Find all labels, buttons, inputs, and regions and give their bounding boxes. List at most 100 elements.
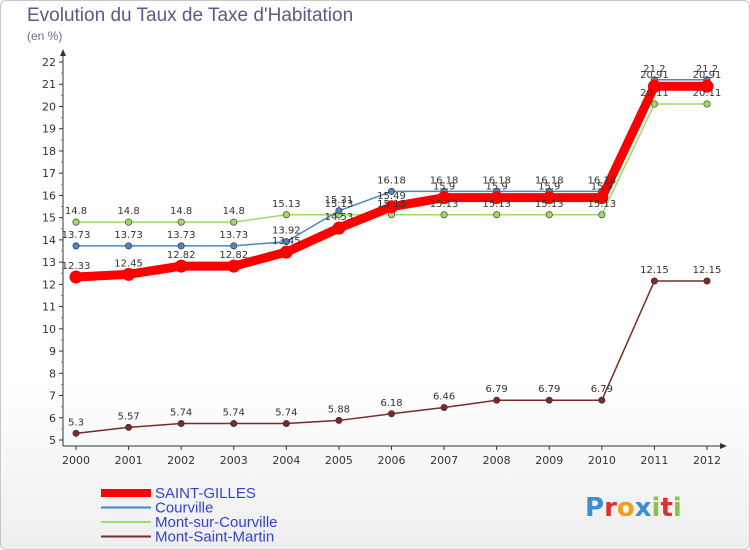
x-tick-label: 2007 — [430, 454, 458, 467]
data-label: 13.73 — [62, 230, 91, 241]
chart-title: Evolution du Taux de Taxe d'Habitation — [27, 5, 354, 26]
data-label: 14.8 — [117, 206, 139, 217]
data-point — [490, 191, 504, 205]
y-tick-label: 12 — [42, 278, 56, 291]
data-point — [440, 211, 448, 219]
y-tick-label: 20 — [42, 100, 56, 113]
data-label: 13.73 — [114, 230, 143, 241]
x-tick-label: 2002 — [167, 454, 195, 467]
data-label: 20.11 — [640, 88, 669, 99]
data-point — [177, 420, 185, 428]
data-label: 20.91 — [640, 70, 669, 81]
y-tick-label: 14 — [42, 234, 56, 247]
y-tick-label: 6 — [49, 412, 56, 425]
data-label: 6.79 — [538, 384, 560, 395]
data-point — [72, 429, 80, 437]
data-point — [647, 79, 661, 93]
x-tick-label: 2000 — [62, 454, 90, 467]
data-point — [545, 211, 553, 219]
data-label: 12.82 — [219, 250, 248, 261]
series-lines — [69, 76, 714, 437]
y-tick-label: 17 — [42, 167, 56, 180]
y-tick-label: 9 — [49, 345, 56, 358]
data-point — [387, 410, 395, 418]
legend-label: Mont-sur-Courville — [155, 514, 278, 531]
data-label: 16.18 — [430, 175, 459, 186]
y-tick-label: 18 — [42, 145, 56, 158]
data-label: 15.13 — [482, 199, 511, 210]
x-tick-label: 2003 — [220, 454, 248, 467]
data-point — [72, 218, 80, 226]
data-point — [598, 396, 606, 404]
data-point — [493, 211, 501, 219]
data-label: 16.18 — [377, 175, 406, 186]
x-tick-label: 2009 — [535, 454, 563, 467]
series-line-1 — [76, 79, 707, 247]
legend-label: SAINT-GILLES — [155, 485, 256, 502]
data-point — [282, 420, 290, 428]
y-tick-label: 5 — [49, 434, 56, 447]
data-point — [598, 211, 606, 219]
data-point — [493, 396, 501, 404]
data-point — [227, 259, 241, 273]
data-label: 6.79 — [486, 384, 508, 395]
data-point — [282, 211, 290, 219]
data-label: 15.49 — [377, 191, 406, 202]
y-tick-label: 11 — [42, 301, 56, 314]
data-point — [700, 79, 714, 93]
y-tick-label: 15 — [42, 212, 56, 225]
proxiti-wordmark: Proxiti — [585, 493, 682, 523]
data-label: 15.9 — [591, 182, 613, 193]
data-point — [703, 100, 711, 108]
data-label: 5.88 — [328, 404, 350, 415]
y-axis-arrow — [60, 49, 66, 56]
data-label: 15.31 — [325, 195, 354, 206]
y-tick-label: 8 — [49, 367, 56, 380]
chart-unit: (en %) — [27, 29, 63, 43]
data-label: 12.33 — [62, 261, 91, 272]
data-point — [440, 404, 448, 412]
proxiti-logo: Proxiti — [585, 493, 682, 523]
data-label: 16.18 — [535, 175, 564, 186]
data-label: 14.53 — [325, 212, 354, 223]
data-label: 14.8 — [223, 206, 245, 217]
data-point — [595, 191, 609, 205]
data-label: 5.74 — [275, 408, 297, 419]
x-tick-label: 2005 — [325, 454, 353, 467]
data-label: 20.11 — [693, 88, 722, 99]
data-point — [332, 221, 346, 235]
y-tick-label: 10 — [42, 323, 56, 336]
x-axis-arrow — [720, 443, 727, 449]
data-point — [177, 242, 185, 250]
data-point — [125, 218, 133, 226]
data-point — [335, 207, 343, 215]
data-point — [69, 270, 83, 284]
y-tick-label: 19 — [42, 123, 56, 136]
data-label: 15.9 — [486, 182, 508, 193]
data-label: 5.74 — [170, 408, 192, 419]
data-label: 12.82 — [167, 250, 196, 261]
data-point — [230, 420, 238, 428]
data-label: 15.13 — [325, 199, 354, 210]
data-label: 15.9 — [433, 182, 455, 193]
x-tick-label: 2010 — [588, 454, 616, 467]
data-point — [437, 191, 451, 205]
data-label: 15.9 — [538, 182, 560, 193]
data-point — [122, 267, 136, 281]
y-tick-label: 7 — [49, 390, 56, 403]
data-label: 16.18 — [482, 175, 511, 186]
legend-label: Mont-Saint-Martin — [155, 529, 274, 546]
data-point — [335, 416, 343, 424]
data-point — [282, 238, 290, 246]
data-point — [542, 191, 556, 205]
data-label: 6.18 — [380, 398, 402, 409]
data-label: 6.46 — [433, 392, 455, 403]
data-label: 15.13 — [430, 199, 459, 210]
data-point — [177, 218, 185, 226]
data-label: 5.3 — [68, 417, 84, 428]
data-point — [72, 242, 80, 250]
data-label: 13.73 — [219, 230, 248, 241]
data-point — [387, 187, 395, 195]
